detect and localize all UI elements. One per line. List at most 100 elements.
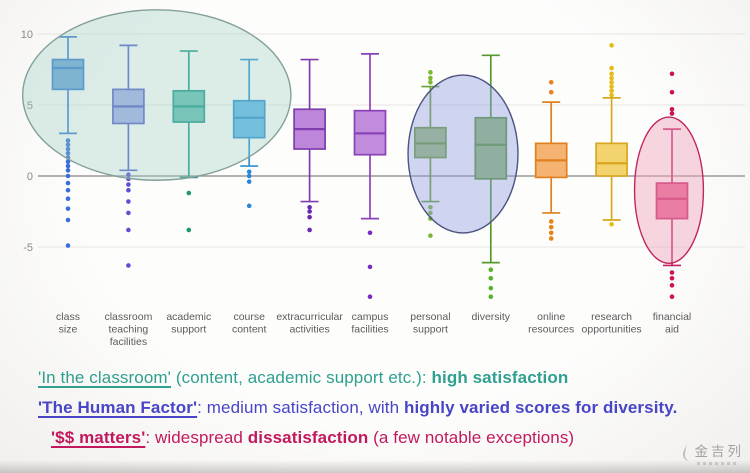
category-label: research opportunities xyxy=(582,311,642,336)
outlier-dot xyxy=(367,264,373,270)
iqr-box xyxy=(474,116,508,180)
highlight-ellipse-the-human-factor xyxy=(407,74,519,234)
y-tick-label: 10 xyxy=(21,29,33,41)
outlier-dot xyxy=(488,267,494,273)
outlier-dot xyxy=(548,224,554,230)
outlier-dot xyxy=(428,79,433,85)
highlight-ellipse-money-matters xyxy=(633,116,705,265)
outlier-dot xyxy=(307,227,312,233)
note-segment: dissatisfaction xyxy=(247,428,369,447)
iqr-box xyxy=(232,99,266,139)
note-line: 'The Human Factor': medium satisfaction,… xyxy=(38,393,744,423)
note-segment: 'The Human Factor' xyxy=(38,398,198,417)
outlier-dot xyxy=(548,219,554,224)
box-classroom-teaching-facilities xyxy=(112,44,145,268)
outlier-dot xyxy=(669,111,675,116)
category-label: campus facilities xyxy=(351,311,388,336)
category-label: classroom teaching facilities xyxy=(104,311,152,348)
category-label: class size xyxy=(56,311,80,336)
note-segment: : widespread xyxy=(145,428,248,447)
category-label: online resources xyxy=(528,311,574,336)
watermark: 金吉列 xyxy=(678,440,745,465)
category-label: extracurricular activities xyxy=(276,311,343,336)
outlier-dot xyxy=(488,275,494,281)
outlier-dot xyxy=(488,285,494,291)
jjl-logo-icon xyxy=(682,442,689,462)
box-diversity xyxy=(474,54,508,300)
box-extracurricular-activities xyxy=(293,58,326,233)
outlier-dot xyxy=(126,182,131,187)
box-campus-facilities xyxy=(353,53,387,300)
outlier-dot xyxy=(609,75,614,81)
box-online-resources xyxy=(534,79,568,241)
outlier-dot xyxy=(65,168,71,173)
note-line: 'In the classroom' (content, academic su… xyxy=(38,363,744,393)
outlier-dot xyxy=(307,214,312,220)
outlier-dot xyxy=(246,179,252,184)
outlier-dot xyxy=(246,169,252,175)
outlier-dot xyxy=(126,210,131,216)
outlier-dot xyxy=(609,84,614,89)
highlight-ellipse-in-the-classroom xyxy=(21,9,292,181)
outlier-dot xyxy=(548,79,554,85)
outlier-dot xyxy=(548,236,554,241)
outlier-dot xyxy=(126,199,131,204)
outlier-dot xyxy=(126,227,131,233)
watermark-subtext-dots xyxy=(696,462,736,465)
outlier-dot xyxy=(126,187,131,193)
outlier-dot xyxy=(65,180,71,186)
outlier-dot xyxy=(65,146,71,152)
outlier-dot xyxy=(669,270,675,275)
watermark-brand: 金吉列 xyxy=(694,444,744,459)
outlier-dot xyxy=(65,138,71,143)
outlier-dot xyxy=(609,221,614,227)
category-label: diversity xyxy=(472,311,511,323)
outlier-dot xyxy=(367,294,373,300)
outlier-dot xyxy=(65,206,71,211)
category-label: financial aid xyxy=(653,311,692,336)
category-label: course content xyxy=(232,311,267,336)
category-label: personal support xyxy=(410,311,450,336)
outlier-dot xyxy=(609,71,614,77)
outlier-dot xyxy=(65,159,71,165)
box-financial-aid xyxy=(655,71,689,300)
outlier-dot xyxy=(488,294,494,300)
outlier-dot xyxy=(246,173,252,179)
box-course-content xyxy=(232,58,266,209)
outlier-dot xyxy=(428,233,433,238)
watermark-text: 金吉列 xyxy=(695,440,745,465)
outlier-dot xyxy=(367,230,373,236)
outlier-dot xyxy=(609,92,614,98)
note-segment: '$$ matters' xyxy=(51,428,146,447)
bottom-shadow-band xyxy=(0,460,750,473)
outlier-dot xyxy=(126,172,131,177)
outlier-dot xyxy=(186,190,192,196)
outlier-dot xyxy=(669,294,675,300)
outlier-dot xyxy=(428,75,433,81)
note-line: '$$ matters': widespread dissatisfaction… xyxy=(38,423,744,453)
outlier-dot xyxy=(548,89,554,95)
outlier-dot xyxy=(669,275,675,281)
outlier-dot xyxy=(246,203,252,209)
annotation-notes: 'In the classroom' (content, academic su… xyxy=(38,363,744,453)
note-segment: 'In the classroom' xyxy=(38,368,172,387)
outlier-dot xyxy=(609,79,614,85)
y-tick-label: -5 xyxy=(23,242,33,254)
note-segment: (content, academic support etc.): xyxy=(171,368,432,387)
outlier-dot xyxy=(65,163,71,169)
outlier-dot xyxy=(609,43,614,48)
outlier-dot xyxy=(609,88,614,94)
outlier-dot xyxy=(307,204,312,210)
y-tick-label: 0 xyxy=(27,171,33,183)
note-segment: (a few notable exceptions) xyxy=(368,428,575,447)
outlier-dot xyxy=(609,65,614,71)
outlier-dot xyxy=(428,204,433,210)
iqr-box xyxy=(655,182,689,220)
outlier-dot xyxy=(65,142,71,148)
outlier-dot xyxy=(65,187,71,193)
satisfaction-boxplot-chart: 10 5 0 -5 class size classroom teaching faciliti… xyxy=(21,9,745,348)
outlier-dot xyxy=(65,196,71,202)
outlier-dot xyxy=(65,173,71,179)
note-segment: : medium satisfaction, with xyxy=(197,398,404,417)
